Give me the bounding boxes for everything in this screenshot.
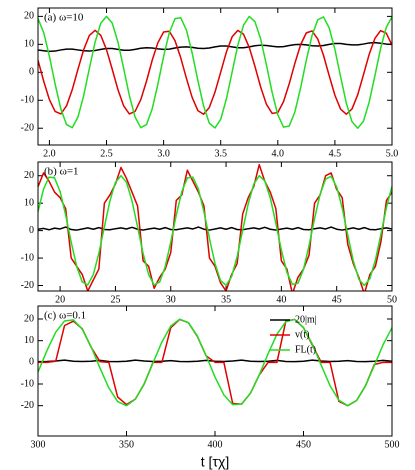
panel: 20 25 30 35 40 45 50 20 10 0 -10 -20 (b) ω=1 — [21, 161, 397, 305]
x-tick-label: 25 — [110, 294, 120, 305]
x-tick-label: 35 — [221, 294, 231, 305]
x-tick-label: 300 — [31, 439, 46, 450]
plot-frame — [37, 7, 393, 146]
x-tick-label: 500 — [385, 439, 400, 450]
x-tick-label: 3.0 — [157, 148, 170, 159]
x-tick-label: 3.5 — [214, 148, 227, 159]
panel-label: (c) ω=0.1 — [44, 310, 86, 322]
x-tick-label: 4.0 — [272, 148, 285, 159]
plot-frame — [37, 161, 393, 292]
plot-frame — [37, 305, 393, 437]
x-tick-label: 2.0 — [43, 148, 56, 159]
x-tick-label: 30 — [166, 294, 176, 305]
x-tick-label: 40 — [276, 294, 286, 305]
data-line — [38, 318, 392, 407]
y-tick-label: 20 — [24, 11, 34, 22]
y-tick-label: 20 — [24, 313, 34, 324]
x-tick-label: 50 — [387, 294, 397, 305]
y-tick-label: 10 — [24, 335, 34, 346]
x-tick-label: 45 — [332, 294, 342, 305]
data-line — [38, 29, 392, 115]
y-tick-label: 10 — [24, 197, 34, 208]
y-tick-label: -10 — [21, 378, 34, 389]
data-line — [38, 226, 392, 231]
x-tick-label: 2.5 — [100, 148, 113, 159]
data-line — [38, 318, 392, 407]
data-line — [38, 41, 392, 53]
panel: 2.0 2.5 3.0 3.5 4.0 4.5 5.0 20 10 0 -10 -20 (a) ω=10 — [21, 7, 399, 159]
x-tick-label: 5.0 — [386, 148, 399, 159]
x-tick-label: 350 — [119, 439, 134, 450]
x-axis-label: t [τχ] — [201, 454, 229, 470]
legend-label: FL(t) — [295, 344, 316, 355]
data-line — [38, 15, 392, 129]
y-tick-label: -10 — [21, 95, 34, 106]
legend-label: 20|m| — [295, 314, 317, 325]
y-tick-label: -20 — [21, 400, 34, 411]
y-tick-label: -20 — [21, 280, 34, 291]
legend-label: v(t) — [295, 329, 309, 340]
y-tick-label: -20 — [21, 123, 34, 134]
data-line — [38, 174, 392, 287]
panel-label: (b) ω=1 — [44, 166, 79, 178]
x-tick-label: 4.5 — [329, 148, 342, 159]
panel-label: (a) ω=10 — [44, 12, 84, 24]
panel: 300 350 400 450 500 20 10 0 -10 -20 (c) ω=0.1 20|m|… — [21, 305, 400, 470]
y-tick-label: 0 — [29, 357, 34, 368]
y-tick-label: 0 — [29, 225, 34, 236]
y-tick-label: 0 — [29, 67, 34, 78]
y-tick-label: 10 — [24, 39, 34, 50]
y-tick-label: -10 — [21, 252, 34, 263]
x-tick-label: 450 — [296, 439, 311, 450]
x-tick-label: 20 — [55, 294, 65, 305]
x-tick-label: 400 — [208, 439, 223, 450]
y-tick-label: 20 — [24, 170, 34, 181]
